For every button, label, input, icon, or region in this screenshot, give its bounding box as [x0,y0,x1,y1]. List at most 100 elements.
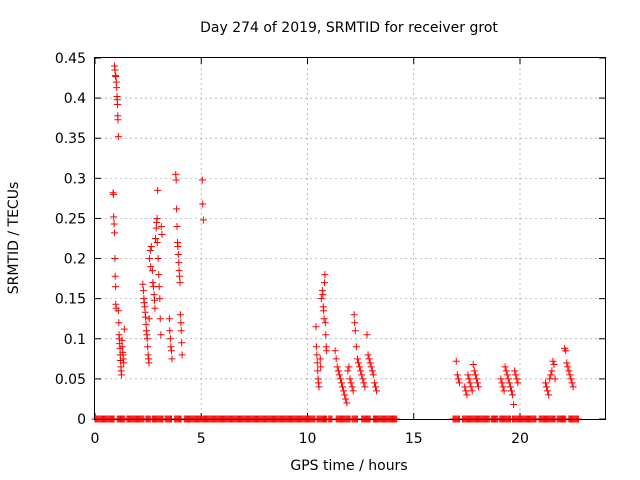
data-point [113,84,121,92]
data-point [361,383,369,391]
data-point [148,267,156,275]
data-point [349,387,357,395]
data-point [509,391,517,399]
data-point [499,383,507,391]
data-point [111,272,119,280]
data-point [355,359,362,367]
data-point [198,176,206,184]
data-point [323,347,331,355]
data-point [512,371,520,379]
data-point [167,343,175,351]
data-point [461,383,469,391]
x-tick-label: 20 [511,431,529,447]
data-point [462,387,470,395]
data-point [547,371,555,379]
data-point [469,360,477,368]
data-point [372,383,379,391]
data-point [475,383,483,391]
y-tick-label: 0.05 [55,372,86,388]
data-point [367,363,375,371]
data-point [568,379,576,387]
data-point [503,371,511,379]
data-point [321,279,328,287]
data-point [315,383,323,391]
data-point [566,371,574,379]
data-point [146,255,154,263]
data-point [154,255,162,263]
data-point [165,315,173,323]
data-point [347,379,355,387]
data-point [465,375,473,383]
data-point [173,205,181,213]
data-point [317,363,325,371]
data-point [344,367,352,375]
data-point [565,367,573,375]
data-point [466,379,474,387]
data-point [172,176,180,184]
data-point [452,357,460,365]
y-tick-label: 0.15 [55,292,86,308]
data-point [321,319,329,327]
data-point [168,347,175,355]
data-point [468,387,476,395]
data-point [166,335,174,343]
data-point [335,371,343,379]
data-point [550,360,558,368]
data-point [562,347,570,355]
data-point [114,116,122,124]
data-point [365,355,373,363]
data-point [543,383,551,391]
data-point [120,359,128,367]
data-point [156,315,164,323]
data-point [145,315,153,323]
data-point [366,359,374,367]
data-point [147,243,155,251]
data-point [369,371,377,379]
data-point [334,367,342,375]
data-point [351,327,359,335]
data-point [510,401,518,409]
data-point [158,230,166,238]
data-point [505,379,513,387]
data-point [353,355,361,363]
data-point [147,263,155,271]
x-tick-label: 5 [197,431,206,447]
data-point [322,331,330,339]
x-tick-label: 10 [299,431,317,447]
y-tick-label: 0.4 [64,91,86,107]
data-point [359,375,367,383]
data-point [143,335,151,343]
data-point [317,295,325,303]
data-point [508,387,515,395]
data-point [153,214,161,222]
data-point [368,367,376,375]
data-point [467,383,475,391]
data-point [497,375,505,383]
data-point [339,383,347,391]
data-point [114,133,122,141]
data-point [176,272,184,280]
y-tick-label: 0.2 [64,252,86,268]
data-point [175,259,183,267]
data-point [177,319,185,327]
data-point [176,279,184,287]
y-axis-label: SRMTID / TECUs [6,182,22,295]
data-point [177,327,185,335]
data-point [551,375,559,383]
data-point [178,339,186,347]
data-point [453,371,461,379]
data-point [320,315,328,323]
data-point [470,367,478,375]
data-point [343,399,351,407]
data-point [178,351,186,359]
data-point [332,355,340,363]
data-point [312,343,320,351]
data-point [320,307,328,315]
data-point [156,295,164,303]
data-point [463,391,471,399]
data-point [340,387,348,395]
data-point [333,363,341,371]
data-point [155,271,163,279]
plot-frame [94,57,606,420]
data-point [142,313,150,321]
